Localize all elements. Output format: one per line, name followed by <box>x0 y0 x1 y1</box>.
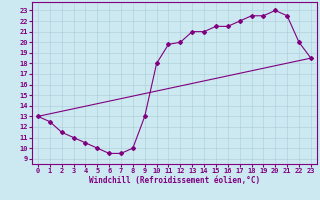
X-axis label: Windchill (Refroidissement éolien,°C): Windchill (Refroidissement éolien,°C) <box>89 176 260 185</box>
